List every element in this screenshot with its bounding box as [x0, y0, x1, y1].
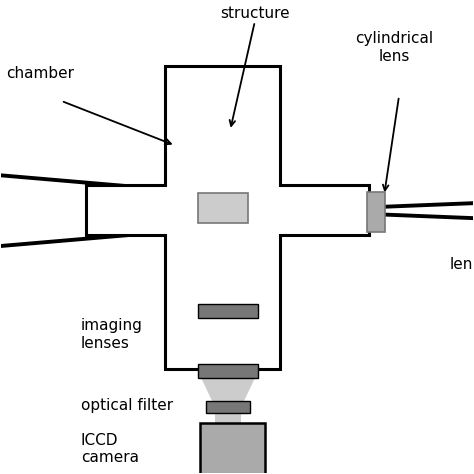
Text: chamber: chamber: [6, 66, 74, 81]
Text: optical filter: optical filter: [81, 398, 173, 412]
Bar: [367, 192, 385, 232]
Text: imaging
lenses: imaging lenses: [81, 318, 143, 351]
Bar: [198, 304, 258, 318]
Text: ICCD
camera: ICCD camera: [81, 433, 139, 465]
Polygon shape: [204, 237, 234, 258]
Polygon shape: [208, 258, 230, 305]
Polygon shape: [201, 341, 255, 364]
Text: structure: structure: [220, 6, 290, 21]
Bar: [206, 401, 250, 413]
Text: len: len: [449, 257, 473, 273]
Bar: [198, 193, 248, 223]
Polygon shape: [200, 318, 256, 341]
Bar: [198, 364, 258, 378]
Polygon shape: [86, 66, 369, 369]
Text: cylindrical
lens: cylindrical lens: [355, 31, 433, 64]
Polygon shape: [201, 378, 255, 401]
Polygon shape: [215, 413, 241, 423]
Bar: [200, 423, 265, 474]
